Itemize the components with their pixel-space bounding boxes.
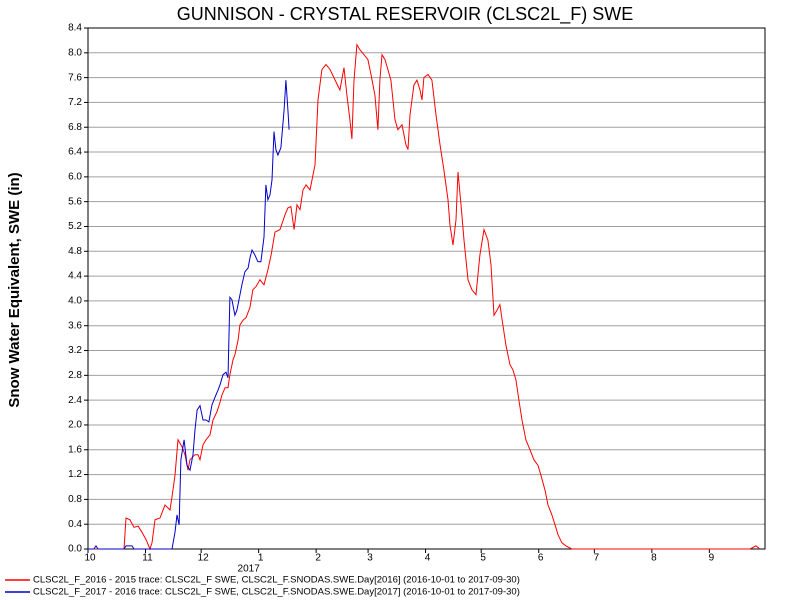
- y-tick-label: 4.8: [68, 246, 82, 257]
- y-tick-label: 6.0: [68, 171, 82, 182]
- x-tick-label: 7: [594, 553, 600, 564]
- y-tick-label: 2.4: [68, 395, 82, 406]
- y-tick-label: 7.6: [68, 72, 82, 83]
- x-tick-label: 6: [538, 553, 544, 564]
- y-tick-label: 0.4: [68, 519, 82, 530]
- series-line: [88, 43, 761, 551]
- y-tick-label: 6.4: [68, 147, 82, 158]
- y-tick-label: 8.0: [68, 47, 82, 58]
- x-tick-label: 8: [651, 553, 657, 564]
- x-tick-label: 10: [84, 553, 96, 564]
- x-tick-label: 11: [142, 553, 153, 564]
- x-tick-label: 3: [367, 553, 373, 564]
- x-tick-label: 5: [480, 553, 486, 564]
- y-tick-label: 2.8: [68, 370, 82, 381]
- y-tick-label: 8.4: [68, 23, 82, 34]
- x-tick-label: 9: [709, 553, 715, 564]
- legend-label: CLSC2L_F_2017 - 2016 trace: CLSC2L_F SWE…: [33, 587, 520, 598]
- y-tick-label: 5.6: [68, 196, 82, 207]
- y-tick-label: 0.0: [68, 544, 82, 555]
- y-tick-label: 3.2: [68, 345, 82, 356]
- y-tick-label: 1.6: [68, 444, 82, 455]
- y-tick-label: 1.2: [68, 469, 82, 480]
- x-year-label: 2017: [238, 564, 261, 575]
- x-tick-label: 4: [425, 553, 431, 564]
- chart-title: GUNNISON - CRYSTAL RESERVOIR (CLSC2L_F) …: [177, 4, 633, 25]
- y-tick-label: 5.2: [68, 221, 82, 232]
- y-tick-label: 3.6: [68, 320, 82, 331]
- x-tick-label: 12: [198, 553, 210, 564]
- y-axis-label: Snow Water Equivalent, SWE (in): [6, 172, 23, 407]
- y-tick-label: 0.8: [68, 494, 82, 505]
- plot-border: [87, 27, 766, 550]
- y-tick-label: 4.4: [68, 271, 82, 282]
- y-tick-label: 7.2: [68, 97, 82, 108]
- y-tick-label: 4.0: [68, 296, 82, 307]
- y-tick-label: 6.8: [68, 122, 82, 133]
- x-tick-label: 2: [315, 553, 321, 564]
- series-line: [88, 80, 290, 550]
- legend-label: CLSC2L_F_2016 - 2015 trace: CLSC2L_F SWE…: [33, 575, 520, 586]
- y-tick-label: 2.0: [68, 420, 82, 431]
- x-tick-label: 1: [258, 553, 264, 564]
